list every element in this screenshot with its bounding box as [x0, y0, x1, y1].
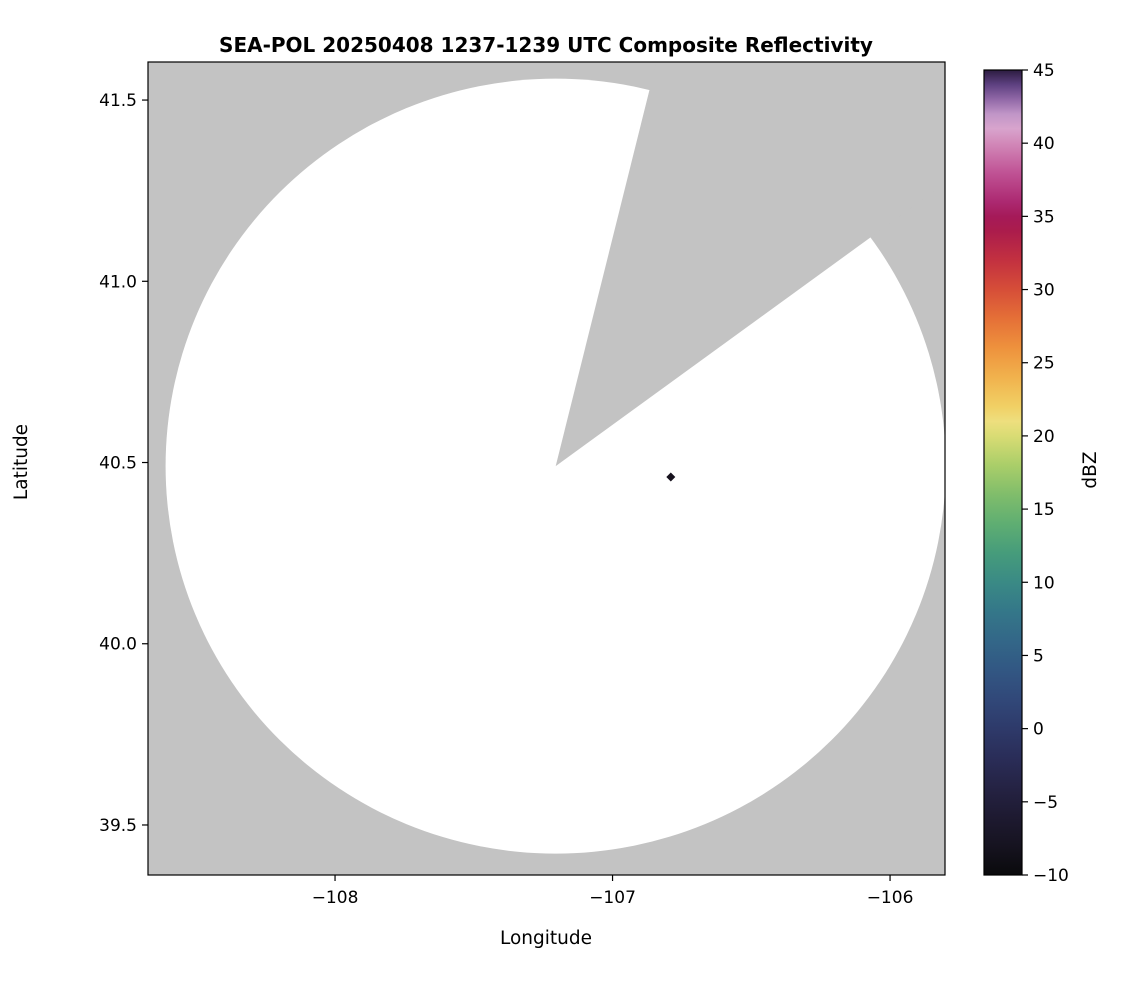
colorbar-tick-label: 20 [1033, 427, 1055, 447]
x-tick-label: −107 [589, 888, 636, 908]
colorbar-tick-label: 35 [1033, 207, 1055, 227]
colorbar-tick-label: −5 [1033, 793, 1058, 813]
colorbar-tick-label: 40 [1033, 134, 1055, 154]
colorbar-tick-label: 0 [1033, 720, 1044, 740]
y-tick-label: 40.0 [99, 635, 137, 655]
y-tick-label: 39.5 [99, 816, 137, 836]
colorbar-tick-label: 10 [1033, 573, 1055, 593]
colorbar-tick-label: 45 [1033, 61, 1055, 81]
x-tick-label: −108 [312, 888, 359, 908]
y-tick-label: 41.5 [99, 91, 137, 111]
blocked-sector-wedge [555, 62, 945, 467]
colorbar-tick-label: 5 [1033, 646, 1044, 666]
colorbar-tick-label: 30 [1033, 281, 1055, 301]
colorbar [983, 69, 1023, 876]
colorbar-tick-label: 25 [1033, 354, 1055, 374]
colorbar-tick-label: 15 [1033, 500, 1055, 520]
y-tick-label: 40.5 [99, 454, 137, 474]
x-tick-label: −106 [867, 888, 914, 908]
colorbar-label: dBZ [1080, 451, 1101, 488]
plot-render-root: −108 −107 −106 41.5 41.0 40.5 40.0 39.5 45 40 35 30… [99, 61, 1069, 908]
colorbar-tick-label: −10 [1033, 866, 1069, 886]
x-axis-label: Longitude [500, 928, 592, 949]
y-axis-label: Latitude [11, 424, 32, 500]
map-layer [148, 62, 945, 875]
axes-frame [147, 61, 946, 876]
chart-title: SEA-POL 20250408 1237-1239 UTC Composite… [219, 33, 873, 57]
y-tick-label: 41.0 [99, 272, 137, 292]
reflectivity-echo [666, 472, 676, 482]
